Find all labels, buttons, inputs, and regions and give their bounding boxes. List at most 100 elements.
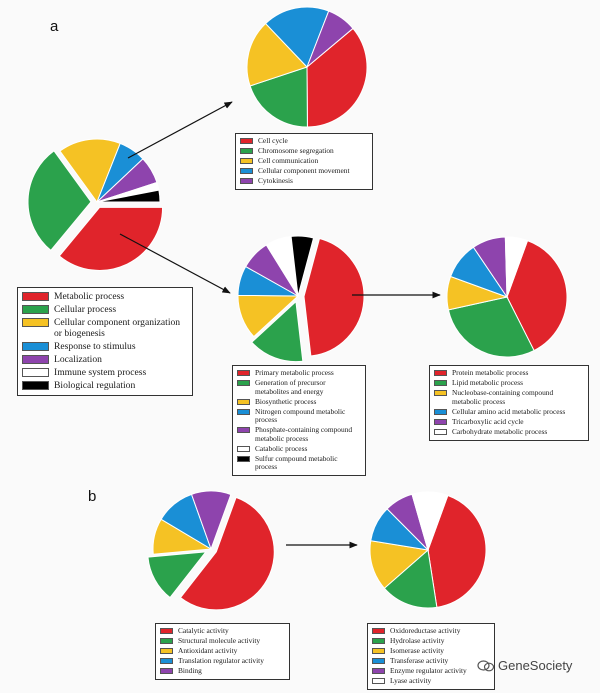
- legend-label: Nucleobase-containing compound metabolic…: [452, 388, 554, 406]
- legend-cellular-process: Cell cycle Chromosome segregation Cell com…: [235, 133, 373, 191]
- legend-label: Biosynthetic process: [255, 396, 317, 406]
- slice-cellular-component-movement: [264, 6, 330, 68]
- legend-label: Structural molecule activity: [178, 636, 261, 646]
- legend-primary-metabolic-process: Protein metabolic process Lipid metabolic…: [429, 365, 589, 441]
- legend-item-primary-metabolic-process: Primary metabolic process: [237, 368, 361, 378]
- legend-label: Cell communication: [258, 156, 319, 166]
- legend-swatch: [372, 648, 385, 655]
- legend-item-cell-cycle: Cell cycle: [240, 136, 368, 146]
- slice-structural-molecule-activity: [147, 551, 207, 599]
- arrows: [119, 101, 441, 549]
- legend-swatch: [160, 658, 173, 665]
- legend-swatch: [22, 318, 49, 328]
- panel-label-a: a: [50, 18, 59, 35]
- legend-swatch: [237, 445, 250, 452]
- legend-label: Cytokinesis: [258, 176, 293, 186]
- pie-catalytic-activity: [369, 491, 487, 609]
- slice-generation-of-precursor-metabolites-and-energy: [251, 300, 304, 363]
- legend-item-biological-regulation: Biological regulation: [22, 380, 188, 391]
- legend-label: Immune system process: [54, 367, 147, 379]
- legend-item-nucleobase-containing-compound-metabolic-process: Nucleobase-containing compound metabolic…: [434, 388, 584, 406]
- legend-swatch: [237, 398, 250, 405]
- legend-item-phosphate-containing-compound-metabolic-process: Phosphate-containing compound metabolic …: [237, 425, 361, 443]
- legend-label: Catabolic process: [255, 443, 308, 453]
- slice-metabolic-process: [58, 206, 164, 271]
- legend-item-translation-regulator-activity: Translation regulator activity: [160, 657, 285, 666]
- legend-item-cellular-component-organization-or-biogenesis: Cellular component organization or bioge…: [22, 317, 188, 339]
- legend-label: Chromosome segregation: [258, 146, 334, 156]
- pie-cellular-process: [246, 6, 368, 128]
- legend-label: Cell cycle: [258, 136, 288, 145]
- legend-swatch: [22, 305, 49, 315]
- arrow-to-cellular-pie: [127, 101, 233, 159]
- legend-label: Binding: [178, 666, 202, 676]
- legend-item-carbohydrate-metabolic-process: Carbohydrate metabolic process: [434, 426, 584, 437]
- legend-swatch: [160, 628, 173, 634]
- legend-swatch: [22, 355, 49, 365]
- legend-swatch: [372, 628, 385, 634]
- legend-label: Lyase activity: [390, 676, 432, 686]
- legend-biological-process: Metabolic process Cellular process Cellula…: [17, 287, 193, 397]
- legend-label: Carbohydrate metabolic process: [452, 426, 548, 436]
- legend-item-binding: Binding: [160, 667, 285, 676]
- legend-catalytic-activity: Oxidoreductase activity Hydrolase activit…: [367, 623, 495, 691]
- pie-metabolic-process: [237, 235, 365, 363]
- legend-swatch: [240, 148, 253, 155]
- watermark-text: GeneSociety: [498, 658, 573, 673]
- slice-lyase-activity: [411, 491, 449, 552]
- legend-item-enzyme-regulator-activity: Enzyme regulator activity: [372, 667, 490, 676]
- legend-item-biosynthetic-process: Biosynthetic process: [237, 396, 361, 407]
- legend-swatch: [372, 638, 385, 645]
- legend-label: Lipid metabolic process: [452, 378, 524, 388]
- legend-label: Cellular amino acid metabolic process: [452, 406, 566, 416]
- legend-swatch: [22, 292, 49, 301]
- legend-item-tricarboxylic-acid-cycle: Tricarboxylic acid cycle: [434, 416, 584, 427]
- legend-swatch: [22, 368, 49, 378]
- legend-item-hydrolase-activity: Hydrolase activity: [372, 636, 490, 646]
- slice-cytokinesis: [306, 10, 354, 68]
- legend-label: Tricarboxylic acid cycle: [452, 416, 524, 426]
- legend-label: Nitrogen compound metabolic process: [255, 406, 346, 425]
- legend-swatch: [237, 455, 250, 462]
- legend-label: Metabolic process: [54, 291, 125, 302]
- legend-swatch: [160, 648, 173, 655]
- legend-swatch: [22, 381, 49, 391]
- slice-binding: [190, 490, 232, 551]
- slice-sulfur-compound-metabolic-process: [290, 235, 315, 297]
- legend-item-isomerase-activity: Isomerase activity: [372, 647, 490, 656]
- slice-hydrolase-activity: [383, 549, 438, 609]
- legend-label: Transferase activity: [390, 656, 449, 666]
- slice-primary-metabolic-process: [303, 237, 365, 357]
- legend-label: Localization: [54, 354, 102, 366]
- slice-catalytic-activity: [179, 496, 275, 611]
- legend-swatch: [237, 408, 250, 415]
- legend-label: Phosphate-containing compound metabolic …: [255, 425, 353, 443]
- legend-swatch: [240, 158, 253, 165]
- legend-swatch: [240, 178, 253, 185]
- watermark: GeneSociety: [477, 658, 572, 673]
- legend-label: Cellular component organization or bioge…: [54, 317, 181, 340]
- legend-item-response-to-stimulus: Response to stimulus: [22, 341, 188, 352]
- legend-item-lipid-metabolic-process: Lipid metabolic process: [434, 378, 584, 388]
- legend-item-cytokinesis: Cytokinesis: [240, 177, 368, 186]
- legend-item-chromosome-segregation: Chromosome segregation: [240, 146, 368, 156]
- legend-swatch: [434, 380, 447, 387]
- legend-item-protein-metabolic-process: Protein metabolic process: [434, 368, 584, 378]
- legend-swatch: [240, 138, 253, 144]
- legend-label: Isomerase activity: [390, 646, 444, 656]
- slice-oxidoreductase-activity: [427, 494, 487, 608]
- legend-label: Oxidoreductase activity: [390, 626, 461, 635]
- legend-item-localization: Localization: [22, 354, 188, 365]
- legend-label: Response to stimulus: [54, 341, 136, 353]
- legend-item-cellular-process: Cellular process: [22, 304, 188, 315]
- legend-label: Sulfur compound metabolic process: [255, 453, 338, 472]
- legend-swatch: [160, 668, 173, 675]
- slice-chromosome-segregation: [249, 66, 308, 128]
- legend-swatch: [434, 408, 447, 415]
- legend-item-oxidoreductase-activity: Oxidoreductase activity: [372, 626, 490, 636]
- legend-swatch: [434, 418, 447, 425]
- legend-item-nitrogen-compound-metabolic-process: Nitrogen compound metabolic process: [237, 406, 361, 425]
- pie-molecular-function: [147, 490, 275, 611]
- panel-label-b: b: [88, 488, 97, 505]
- legend-label: Primary metabolic process: [255, 368, 334, 377]
